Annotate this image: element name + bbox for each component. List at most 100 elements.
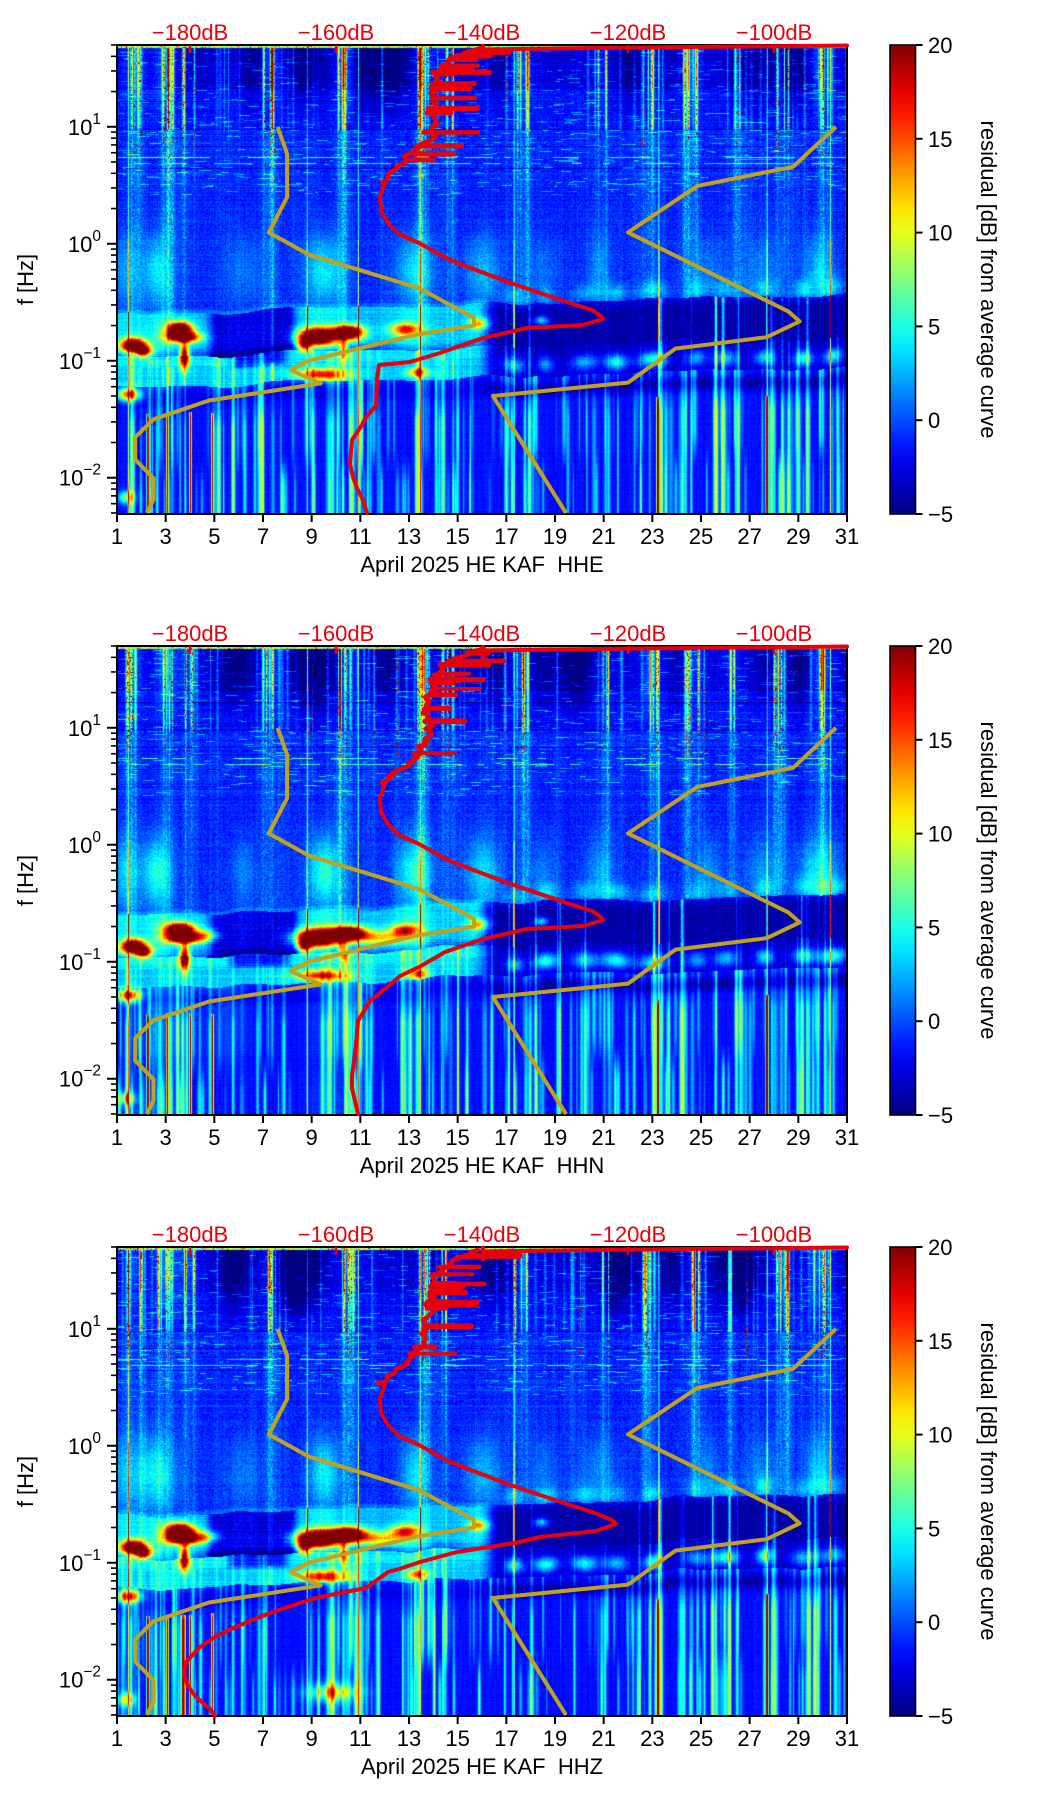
svg-text:−180dB: −180dB — [152, 1222, 228, 1247]
svg-text:29: 29 — [786, 1726, 810, 1751]
svg-text:27: 27 — [737, 1125, 761, 1150]
svg-text:101: 101 — [68, 1313, 101, 1342]
svg-text:5: 5 — [928, 1516, 940, 1541]
svg-text:0: 0 — [928, 1610, 940, 1635]
svg-text:10−2: 10−2 — [59, 1063, 101, 1092]
svg-text:10−2: 10−2 — [59, 462, 101, 491]
svg-text:21: 21 — [591, 1125, 615, 1150]
svg-text:−5: −5 — [928, 1704, 953, 1729]
svg-text:10: 10 — [928, 822, 952, 847]
svg-text:f [Hz]: f [Hz] — [13, 254, 38, 305]
svg-text:−140dB: −140dB — [444, 1222, 520, 1247]
svg-text:10−2: 10−2 — [59, 1664, 101, 1693]
svg-text:−120dB: −120dB — [590, 621, 666, 646]
svg-text:11: 11 — [349, 1726, 372, 1751]
svg-text:29: 29 — [786, 1125, 810, 1150]
svg-text:−120dB: −120dB — [590, 1222, 666, 1247]
svg-text:0: 0 — [928, 408, 940, 433]
svg-text:100: 100 — [68, 228, 101, 257]
svg-text:3: 3 — [160, 1726, 172, 1751]
svg-text:25: 25 — [689, 524, 713, 549]
svg-text:20: 20 — [928, 33, 952, 58]
svg-text:27: 27 — [737, 524, 761, 549]
svg-text:19: 19 — [543, 1726, 567, 1751]
svg-text:9: 9 — [306, 524, 318, 549]
svg-text:15: 15 — [928, 127, 952, 152]
svg-text:7: 7 — [257, 524, 269, 549]
svg-text:100: 100 — [68, 1430, 101, 1459]
svg-text:13: 13 — [397, 1726, 421, 1751]
svg-text:3: 3 — [160, 1125, 172, 1150]
svg-text:10: 10 — [928, 221, 952, 246]
svg-text:residual [dB] from average cur: residual [dB] from average curve — [976, 722, 1001, 1040]
svg-text:10−1: 10−1 — [59, 345, 101, 374]
svg-text:31: 31 — [835, 524, 859, 549]
svg-text:29: 29 — [786, 524, 810, 549]
svg-text:1: 1 — [111, 524, 123, 549]
svg-text:1: 1 — [111, 1726, 123, 1751]
svg-text:−160dB: −160dB — [298, 1222, 374, 1247]
svg-text:April 2025 HE KAF HHE: April 2025 HE KAF HHE — [360, 552, 603, 577]
svg-text:15: 15 — [445, 1726, 469, 1751]
svg-text:9: 9 — [306, 1726, 318, 1751]
svg-text:15: 15 — [928, 1329, 952, 1354]
svg-text:20: 20 — [928, 1235, 952, 1260]
svg-text:7: 7 — [257, 1726, 269, 1751]
svg-text:21: 21 — [591, 1726, 615, 1751]
svg-text:−100dB: −100dB — [736, 20, 812, 45]
svg-text:19: 19 — [543, 1125, 567, 1150]
svg-text:1: 1 — [111, 1125, 123, 1150]
svg-text:−160dB: −160dB — [298, 20, 374, 45]
svg-text:−180dB: −180dB — [152, 621, 228, 646]
svg-text:23: 23 — [640, 524, 664, 549]
svg-text:25: 25 — [689, 1125, 713, 1150]
svg-text:19: 19 — [543, 524, 567, 549]
svg-text:101: 101 — [68, 712, 101, 741]
svg-text:31: 31 — [835, 1726, 859, 1751]
svg-text:20: 20 — [928, 634, 952, 659]
svg-text:residual [dB] from average cur: residual [dB] from average curve — [976, 121, 1001, 439]
svg-text:5: 5 — [928, 915, 940, 940]
svg-text:17: 17 — [494, 1726, 518, 1751]
svg-text:−5: −5 — [928, 1103, 953, 1128]
svg-text:residual [dB] from average cur: residual [dB] from average curve — [976, 1323, 1001, 1641]
svg-text:13: 13 — [397, 1125, 421, 1150]
svg-text:15: 15 — [445, 524, 469, 549]
svg-text:−140dB: −140dB — [444, 621, 520, 646]
svg-text:−180dB: −180dB — [152, 20, 228, 45]
svg-text:−140dB: −140dB — [444, 20, 520, 45]
svg-text:17: 17 — [494, 524, 518, 549]
svg-text:7: 7 — [257, 1125, 269, 1150]
svg-text:15: 15 — [445, 1125, 469, 1150]
svg-text:−5: −5 — [928, 502, 953, 527]
svg-text:5: 5 — [208, 524, 220, 549]
svg-text:27: 27 — [737, 1726, 761, 1751]
svg-text:April 2025 HE KAF HHN: April 2025 HE KAF HHN — [360, 1153, 605, 1178]
svg-text:31: 31 — [835, 1125, 859, 1150]
svg-text:−120dB: −120dB — [590, 20, 666, 45]
svg-text:−100dB: −100dB — [736, 1222, 812, 1247]
svg-text:17: 17 — [494, 1125, 518, 1150]
svg-text:11: 11 — [349, 524, 372, 549]
svg-text:9: 9 — [306, 1125, 318, 1150]
svg-text:−100dB: −100dB — [736, 621, 812, 646]
svg-text:10: 10 — [928, 1423, 952, 1448]
svg-text:−160dB: −160dB — [298, 621, 374, 646]
svg-text:f [Hz]: f [Hz] — [13, 855, 38, 906]
svg-text:100: 100 — [68, 829, 101, 858]
svg-text:21: 21 — [591, 524, 615, 549]
svg-text:5: 5 — [208, 1726, 220, 1751]
svg-text:13: 13 — [397, 524, 421, 549]
svg-text:23: 23 — [640, 1125, 664, 1150]
svg-text:3: 3 — [160, 524, 172, 549]
svg-text:11: 11 — [349, 1125, 372, 1150]
svg-text:f [Hz]: f [Hz] — [13, 1456, 38, 1507]
svg-text:5: 5 — [208, 1125, 220, 1150]
svg-text:23: 23 — [640, 1726, 664, 1751]
svg-text:April 2025 HE KAF HHZ: April 2025 HE KAF HHZ — [361, 1754, 603, 1779]
svg-text:15: 15 — [928, 728, 952, 753]
svg-text:5: 5 — [928, 314, 940, 339]
svg-text:10−1: 10−1 — [59, 1547, 101, 1576]
svg-text:25: 25 — [689, 1726, 713, 1751]
svg-text:101: 101 — [68, 111, 101, 140]
